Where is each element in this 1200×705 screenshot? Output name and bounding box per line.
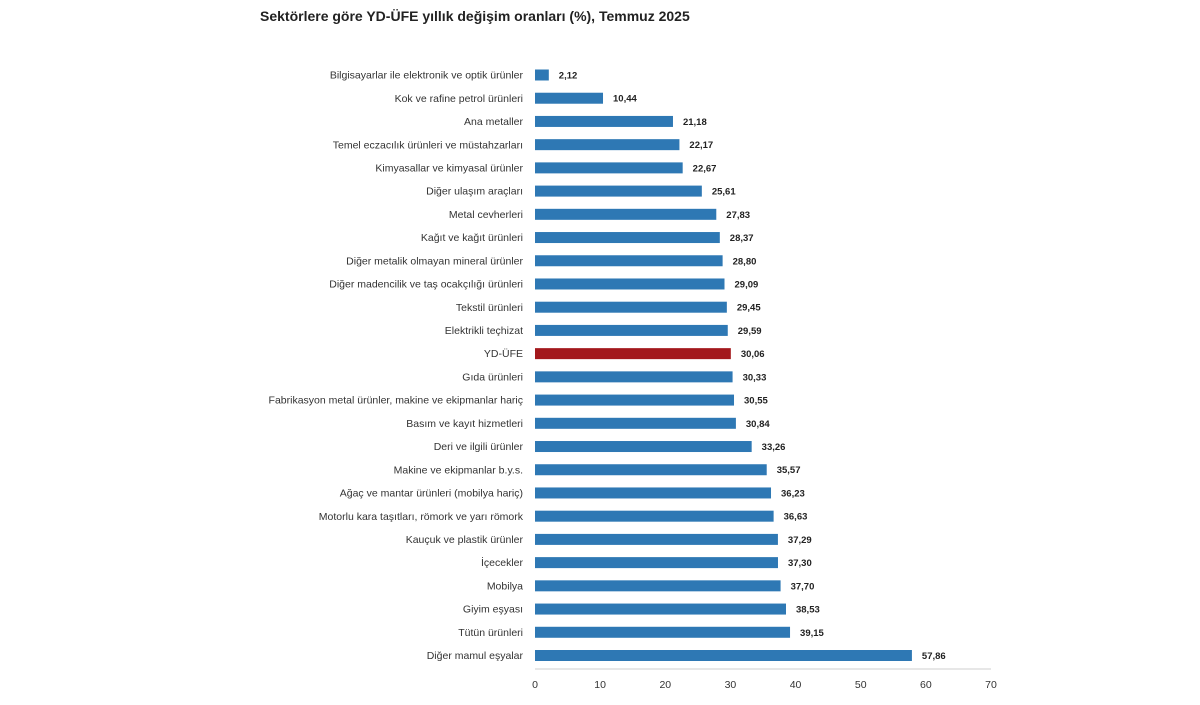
- x-tick-label: 30: [725, 679, 737, 691]
- value-label: 30,33: [743, 372, 767, 383]
- value-label: 33,26: [762, 442, 786, 453]
- value-label: 29,59: [738, 326, 762, 337]
- value-label: 30,55: [744, 396, 768, 407]
- bar: [535, 580, 781, 592]
- category-label: Ağaç ve mantar ürünleri (mobilya hariç): [340, 488, 523, 500]
- bar: [535, 371, 733, 383]
- bar: [535, 115, 673, 127]
- value-label: 30,06: [741, 349, 765, 360]
- category-label: Basım ve kayıt hizmetleri: [406, 418, 523, 430]
- category-label: Makine ve ekipmanlar b.y.s.: [394, 464, 523, 476]
- x-tick-label: 20: [659, 679, 671, 691]
- value-label: 30,84: [746, 419, 770, 430]
- value-label: 57,86: [922, 651, 946, 662]
- value-label: 27,83: [726, 210, 750, 221]
- x-tick-label: 10: [594, 679, 606, 691]
- category-label: Metal cevherleri: [449, 209, 523, 221]
- category-label: Kimyasallar ve kimyasal ürünler: [375, 162, 523, 174]
- value-label: 37,29: [788, 535, 812, 546]
- category-label: Kauçuk ve plastik ürünler: [406, 534, 524, 546]
- value-label: 21,18: [683, 117, 707, 128]
- bar: [535, 533, 778, 545]
- value-label: 37,30: [788, 558, 812, 569]
- bar: [535, 278, 725, 290]
- bar: [535, 208, 717, 220]
- category-label: Diğer madencilik ve taş ocakçılığı ürünl…: [329, 279, 523, 291]
- x-axis: 0 10 20 30 40 50 60 70: [532, 668, 997, 691]
- chart-title: Sektörlere göre YD-ÜFE yıllık değişim or…: [260, 8, 690, 24]
- bar: [535, 394, 735, 406]
- category-label: Mobilya: [487, 580, 523, 592]
- category-label: Diğer ulaşım araçları: [426, 186, 523, 198]
- category-label: YD-ÜFE: [484, 348, 523, 360]
- bar: [535, 417, 736, 429]
- value-label: 25,61: [712, 187, 736, 198]
- value-label: 28,37: [730, 233, 754, 244]
- bar: [535, 441, 752, 453]
- category-label: Kok ve rafine petrol ürünleri: [395, 93, 523, 105]
- bar: [535, 185, 702, 197]
- category-label: Fabrikasyon metal ürünler, makine ve eki…: [269, 395, 523, 407]
- category-label: Tekstil ürünleri: [456, 302, 523, 314]
- value-label: 29,45: [737, 303, 761, 314]
- bars-layer: Bilgisayarlar ile elektronik ve optik ür…: [269, 69, 946, 662]
- bar: [535, 301, 727, 313]
- bar: [535, 603, 786, 615]
- bar: [535, 69, 549, 81]
- x-tick-label: 50: [855, 679, 867, 691]
- x-tick-label: 0: [532, 679, 538, 691]
- bar: [535, 324, 728, 336]
- bar: [535, 232, 720, 244]
- category-label: Diğer mamul eşyalar: [427, 650, 524, 662]
- category-label: Ana metaller: [464, 116, 523, 128]
- value-label: 10,44: [613, 94, 637, 105]
- value-label: 36,23: [781, 488, 805, 499]
- value-label: 28,80: [733, 256, 757, 267]
- value-label: 39,15: [800, 628, 824, 639]
- value-label: 35,57: [777, 465, 801, 476]
- bar: [535, 464, 767, 476]
- bar: [535, 92, 604, 104]
- bar: [535, 626, 791, 638]
- category-label: Gıda ürünleri: [462, 371, 523, 383]
- bar: [535, 162, 683, 174]
- category-label: Tütün ürünleri: [458, 627, 523, 639]
- category-label: Bilgisayarlar ile elektronik ve optik ür…: [330, 70, 524, 82]
- bar: [535, 650, 912, 661]
- category-label: Elektrikli teçhizat: [445, 325, 523, 337]
- value-label: 38,53: [796, 605, 820, 616]
- x-tick-label: 70: [985, 679, 997, 691]
- highlight-bar: [535, 348, 731, 360]
- x-tick-label: 60: [920, 679, 932, 691]
- bar: [535, 557, 778, 569]
- category-label: Temel eczacılık ürünleri ve müstahzarlar…: [333, 139, 523, 151]
- value-label: 2,12: [559, 71, 578, 82]
- value-label: 36,63: [784, 512, 808, 523]
- x-tick-label: 40: [790, 679, 802, 691]
- category-label: Kağıt ve kağıt ürünleri: [421, 232, 523, 244]
- category-label: Deri ve ilgili ürünler: [434, 441, 524, 453]
- value-label: 37,70: [791, 581, 815, 592]
- category-label: Giyim eşyası: [463, 604, 523, 616]
- value-label: 22,17: [689, 140, 713, 151]
- bar: [535, 255, 723, 267]
- bar: [535, 510, 774, 522]
- category-label: İçecekler: [481, 556, 524, 569]
- value-label: 22,67: [693, 163, 717, 174]
- value-label: 29,09: [735, 279, 759, 290]
- category-label: Motorlu kara taşıtları, römork ve yarı r…: [319, 511, 524, 523]
- category-label: Diğer metalik olmayan mineral ürünler: [346, 255, 523, 267]
- bar: [535, 139, 680, 151]
- bar: [535, 487, 772, 499]
